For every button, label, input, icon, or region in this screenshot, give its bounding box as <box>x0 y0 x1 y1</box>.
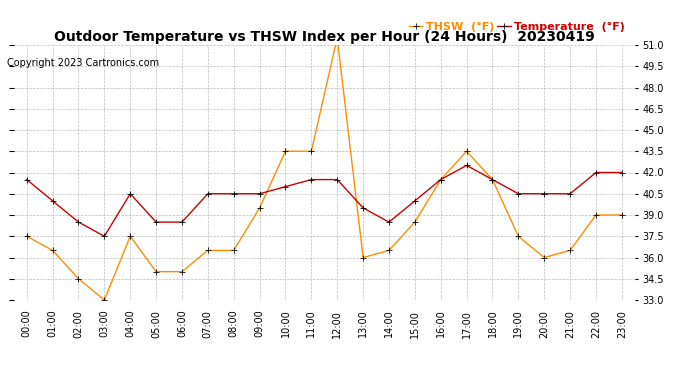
Text: Copyright 2023 Cartronics.com: Copyright 2023 Cartronics.com <box>7 58 159 68</box>
THSW  (°F) <box>385 248 393 253</box>
Temperature  (°F) <box>75 220 83 224</box>
Temperature  (°F) <box>489 177 497 182</box>
THSW  (°F) <box>48 248 57 253</box>
THSW  (°F) <box>359 255 367 260</box>
Temperature  (°F) <box>23 177 31 182</box>
Temperature  (°F) <box>514 192 522 196</box>
THSW  (°F) <box>540 255 549 260</box>
Temperature  (°F) <box>204 192 212 196</box>
THSW  (°F) <box>489 177 497 182</box>
THSW  (°F) <box>23 234 31 238</box>
Temperature  (°F) <box>618 170 626 175</box>
Temperature  (°F) <box>126 192 135 196</box>
THSW  (°F) <box>514 234 522 238</box>
THSW  (°F) <box>255 206 264 210</box>
Temperature  (°F) <box>178 220 186 224</box>
Temperature  (°F) <box>255 192 264 196</box>
Temperature  (°F) <box>230 192 238 196</box>
THSW  (°F) <box>126 234 135 238</box>
Line: Temperature  (°F): Temperature (°F) <box>23 162 625 240</box>
Line: THSW  (°F): THSW (°F) <box>23 34 625 303</box>
Temperature  (°F) <box>411 199 419 203</box>
THSW  (°F) <box>152 269 160 274</box>
Temperature  (°F) <box>307 177 315 182</box>
Legend: THSW  (°F), Temperature  (°F): THSW (°F), Temperature (°F) <box>404 17 629 36</box>
Temperature  (°F) <box>152 220 160 224</box>
Temperature  (°F) <box>437 177 445 182</box>
THSW  (°F) <box>204 248 212 253</box>
Temperature  (°F) <box>592 170 600 175</box>
THSW  (°F) <box>437 177 445 182</box>
Temperature  (°F) <box>462 163 471 168</box>
THSW  (°F) <box>230 248 238 253</box>
THSW  (°F) <box>282 149 290 153</box>
THSW  (°F) <box>462 149 471 153</box>
Temperature  (°F) <box>540 192 549 196</box>
Temperature  (°F) <box>566 192 574 196</box>
THSW  (°F) <box>411 220 419 224</box>
Temperature  (°F) <box>100 234 108 238</box>
THSW  (°F) <box>618 213 626 217</box>
THSW  (°F) <box>566 248 574 253</box>
Temperature  (°F) <box>359 206 367 210</box>
THSW  (°F) <box>307 149 315 153</box>
THSW  (°F) <box>75 276 83 281</box>
Temperature  (°F) <box>333 177 342 182</box>
THSW  (°F) <box>592 213 600 217</box>
Temperature  (°F) <box>282 184 290 189</box>
Title: Outdoor Temperature vs THSW Index per Hour (24 Hours)  20230419: Outdoor Temperature vs THSW Index per Ho… <box>54 30 595 44</box>
Temperature  (°F) <box>48 199 57 203</box>
THSW  (°F) <box>100 298 108 302</box>
THSW  (°F) <box>178 269 186 274</box>
Temperature  (°F) <box>385 220 393 224</box>
THSW  (°F) <box>333 36 342 40</box>
